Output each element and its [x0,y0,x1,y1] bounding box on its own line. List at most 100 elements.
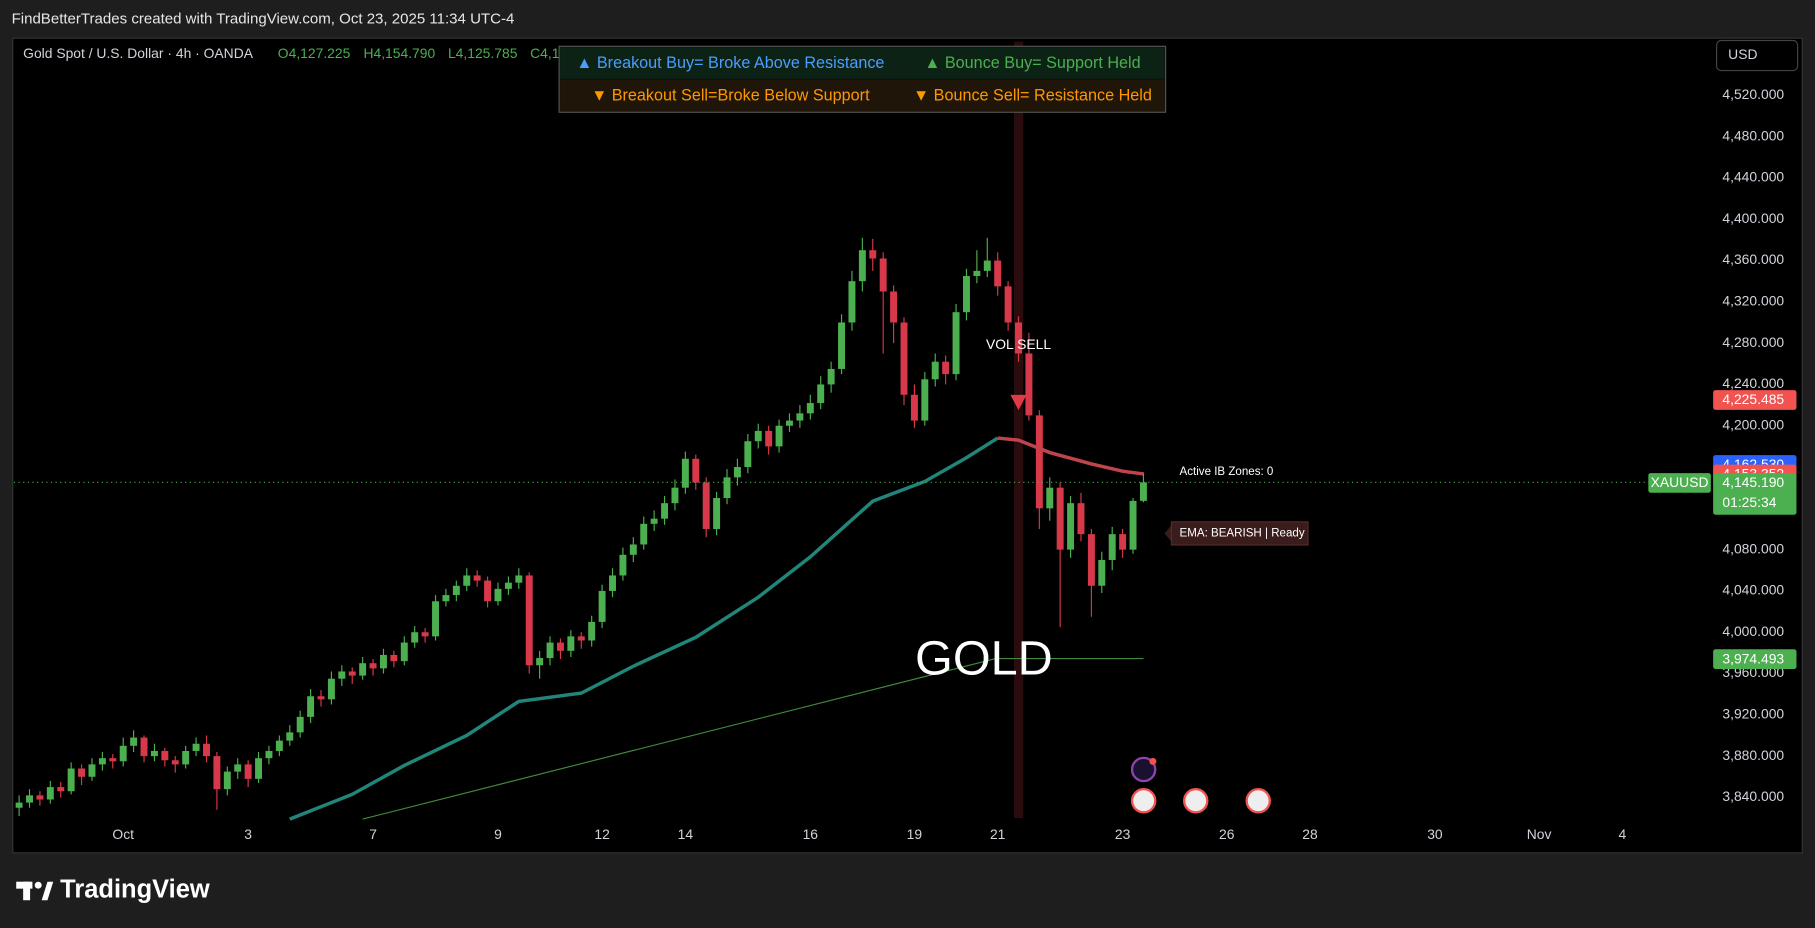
attribution: FindBetterTrades created with TradingVie… [12,11,515,28]
candle-body [182,750,190,765]
y-tick-label: 3,840.000 [1722,788,1784,804]
us-event[interactable] [1130,787,1157,814]
y-tick-label: 4,520.000 [1722,86,1784,102]
candle-body [255,758,263,779]
candle-body [338,671,346,679]
ohlc-value: O4,127.225 [278,45,351,61]
y-tick-label: 4,000.000 [1722,623,1784,639]
candle-body [900,322,908,395]
candle-body [983,260,991,271]
candle-body [786,420,793,426]
legend-cell [900,79,1165,112]
candle-body [379,654,387,669]
y-tick-label: 4,080.000 [1722,540,1784,556]
candle-body [973,270,981,277]
candle-body [171,760,179,765]
candle-body [26,795,33,803]
x-tick-label: 3 [244,826,252,842]
candle-body [317,696,325,700]
candle-body [1067,503,1075,550]
candle-body [577,636,585,641]
y-tick-label: 4,240.000 [1722,375,1784,391]
ema-line [289,436,999,821]
candle-body [629,544,637,555]
countdown: 01:25:34 [1722,494,1776,510]
candle-body [661,503,669,519]
signal-label: VOL SELL [986,336,1051,352]
price-badge [1713,473,1797,515]
candle-body [286,732,294,741]
candle-body [994,260,1002,287]
candle-body [452,585,460,596]
event-icon[interactable] [1130,756,1157,783]
candle-body [1004,286,1012,323]
currency-label[interactable]: USD [1728,46,1757,62]
candle-body [827,368,835,385]
currency-button[interactable] [1716,39,1799,72]
candle-body [556,642,564,651]
candle-body [1046,487,1054,509]
candle-body [952,312,960,375]
candle-body [806,403,814,414]
candle-body [681,458,689,488]
candle-body [588,621,596,641]
chart-frame [12,37,1803,854]
y-tick-label: 4,440.000 [1722,169,1784,185]
candle-body [546,642,554,659]
candle-body [598,590,606,622]
candle-body [400,642,408,662]
candle-body [754,430,762,442]
x-tick-label: 14 [678,826,694,842]
candle-body [879,258,887,292]
legend-text: ▲ Breakout Buy= Broke Above Resistance [576,54,884,72]
status-box [1170,521,1309,546]
us-event[interactable] [1182,787,1209,814]
candle-body [838,322,846,369]
candle-body [1035,415,1043,509]
candle-body [962,276,970,313]
candle-body [98,758,106,765]
candle-body [1098,559,1106,586]
candle-body [359,663,367,676]
candle-body [619,554,627,576]
candle-body [890,291,898,323]
candle-body [775,425,783,447]
candle-body [348,671,356,676]
candle-body [504,582,512,589]
legend-cell [900,47,1165,79]
candle-body [671,487,679,504]
x-tick-label: 16 [803,826,819,842]
candle-body [931,361,939,380]
us-event[interactable] [1245,787,1271,814]
candle-body [796,413,804,421]
ib-zones-label: Active IB Zones: 0 [1180,466,1274,478]
candle-body [1129,500,1137,550]
watermark: GOLD [915,632,1053,686]
trend-line [362,657,998,820]
x-tick-label: 9 [494,826,502,842]
candle-body [67,768,75,792]
candle-body [442,595,450,602]
x-tick-label: 7 [369,826,377,842]
candle-body [869,250,877,259]
x-tick-label: Oct [112,826,134,842]
candle-body [36,795,44,800]
candle-body [910,394,918,421]
event-dot [1149,757,1157,765]
symbol-badge [1648,473,1711,493]
candle-body [817,384,825,404]
candle-body [234,764,242,772]
candle-body [723,477,731,499]
candle-body [1025,353,1033,416]
candle-body [213,756,221,790]
price-badge-label: 4,145.190 [1722,474,1784,490]
candle-body [307,696,315,717]
x-tick-label: 23 [1115,826,1131,842]
y-tick-label: 4,400.000 [1722,210,1784,226]
candle-body [369,663,377,669]
candle-body [1087,534,1095,586]
candle-body [494,588,502,602]
candle-body [650,518,658,524]
y-tick-label: 3,920.000 [1722,706,1784,722]
